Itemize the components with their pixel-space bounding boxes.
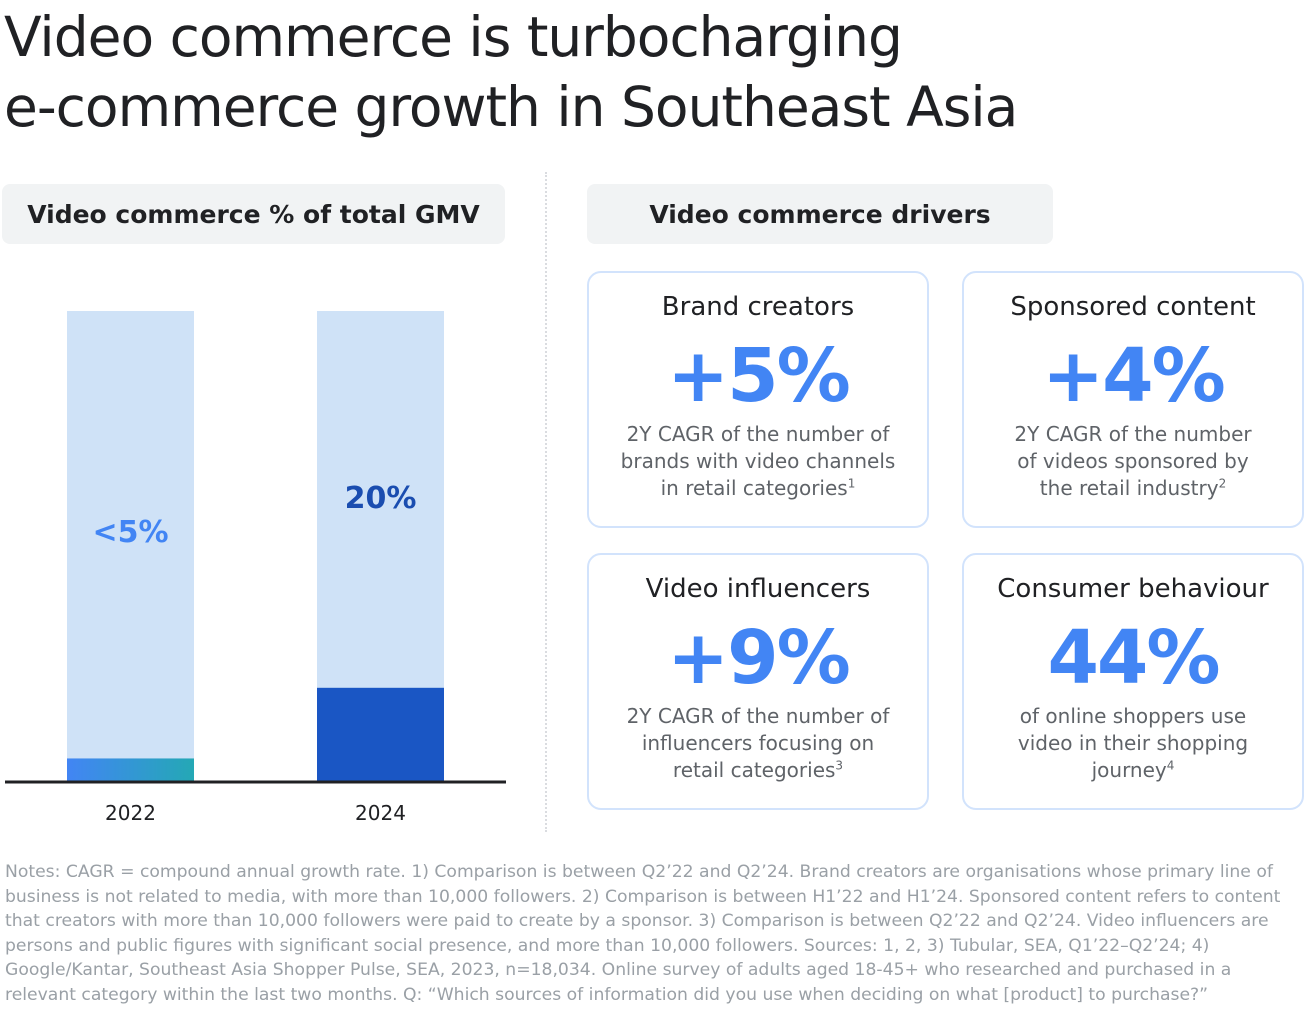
page-title-line-2: e-commerce growth in Southeast Asia — [4, 75, 1018, 139]
data-label-2024: 20% — [345, 481, 417, 516]
footnotes-text: Notes: CAGR = compound annual growth rat… — [5, 862, 1281, 1005]
driver-card-brand-creators: Brand creators +5% 2Y CAGR of the number… — [587, 271, 929, 528]
driver-value: +5% — [667, 333, 851, 419]
driver-desc-line: the retail industry — [1039, 476, 1219, 500]
driver-desc-line: video in their shopping — [1017, 731, 1249, 755]
bar-2022 — [67, 758, 194, 782]
footnote-marker: 4 — [1166, 758, 1175, 773]
driver-description: 2Y CAGR of the number of influencers foc… — [603, 703, 913, 784]
section-divider — [545, 172, 547, 832]
driver-desc-line: 2Y CAGR of the number — [1014, 422, 1252, 446]
x-tick-label-2024: 2024 — [355, 801, 406, 825]
page-title-line-1: Video commerce is turbocharging — [4, 5, 903, 69]
driver-value: +9% — [667, 615, 851, 701]
footnote-marker: 3 — [835, 758, 844, 773]
driver-value: 44% — [1047, 615, 1220, 701]
driver-value: +4% — [1042, 333, 1226, 419]
driver-desc-line: of videos sponsored by — [1017, 449, 1249, 473]
page-title: Video commerce is turbocharging e-commer… — [4, 2, 1104, 142]
bar-background-2022 — [67, 311, 194, 782]
driver-desc-line: journey — [1091, 758, 1167, 782]
driver-description: 2Y CAGR of the number of brands with vid… — [603, 421, 913, 502]
driver-desc-line: of online shoppers use — [1019, 704, 1247, 728]
bar-2024 — [317, 687, 444, 782]
data-label-2022: <5% — [92, 515, 168, 550]
driver-card-sponsored-content: Sponsored content +4% 2Y CAGR of the num… — [962, 271, 1304, 528]
driver-desc-line: in retail categories — [660, 476, 848, 500]
driver-description: 2Y CAGR of the number of videos sponsore… — [978, 421, 1288, 502]
footnote-marker: 2 — [1218, 476, 1227, 491]
gmv-section-heading: Video commerce % of total GMV — [2, 184, 505, 244]
driver-desc-line: 2Y CAGR of the number of — [626, 704, 890, 728]
footnote-marker: 1 — [847, 476, 856, 491]
driver-desc-line: influencers focusing on — [641, 731, 875, 755]
driver-desc-line: retail categories — [672, 758, 836, 782]
driver-title: Sponsored content — [1010, 292, 1256, 322]
driver-title: Video influencers — [645, 574, 871, 604]
x-tick-label-2022: 2022 — [105, 801, 156, 825]
driver-desc-line: brands with video channels — [620, 449, 896, 473]
drivers-section-heading: Video commerce drivers — [587, 184, 1053, 244]
gmv-bar-chart: <5% 2022 20% 2024 — [5, 311, 506, 825]
driver-title: Brand creators — [661, 292, 855, 322]
driver-card-video-influencers: Video influencers +9% 2Y CAGR of the num… — [587, 553, 929, 810]
driver-title: Consumer behaviour — [997, 574, 1269, 604]
driver-description: of online shoppers use video in their sh… — [978, 703, 1288, 784]
driver-desc-line: 2Y CAGR of the number of — [626, 422, 890, 446]
driver-card-consumer-behaviour: Consumer behaviour 44% of online shopper… — [962, 553, 1304, 810]
